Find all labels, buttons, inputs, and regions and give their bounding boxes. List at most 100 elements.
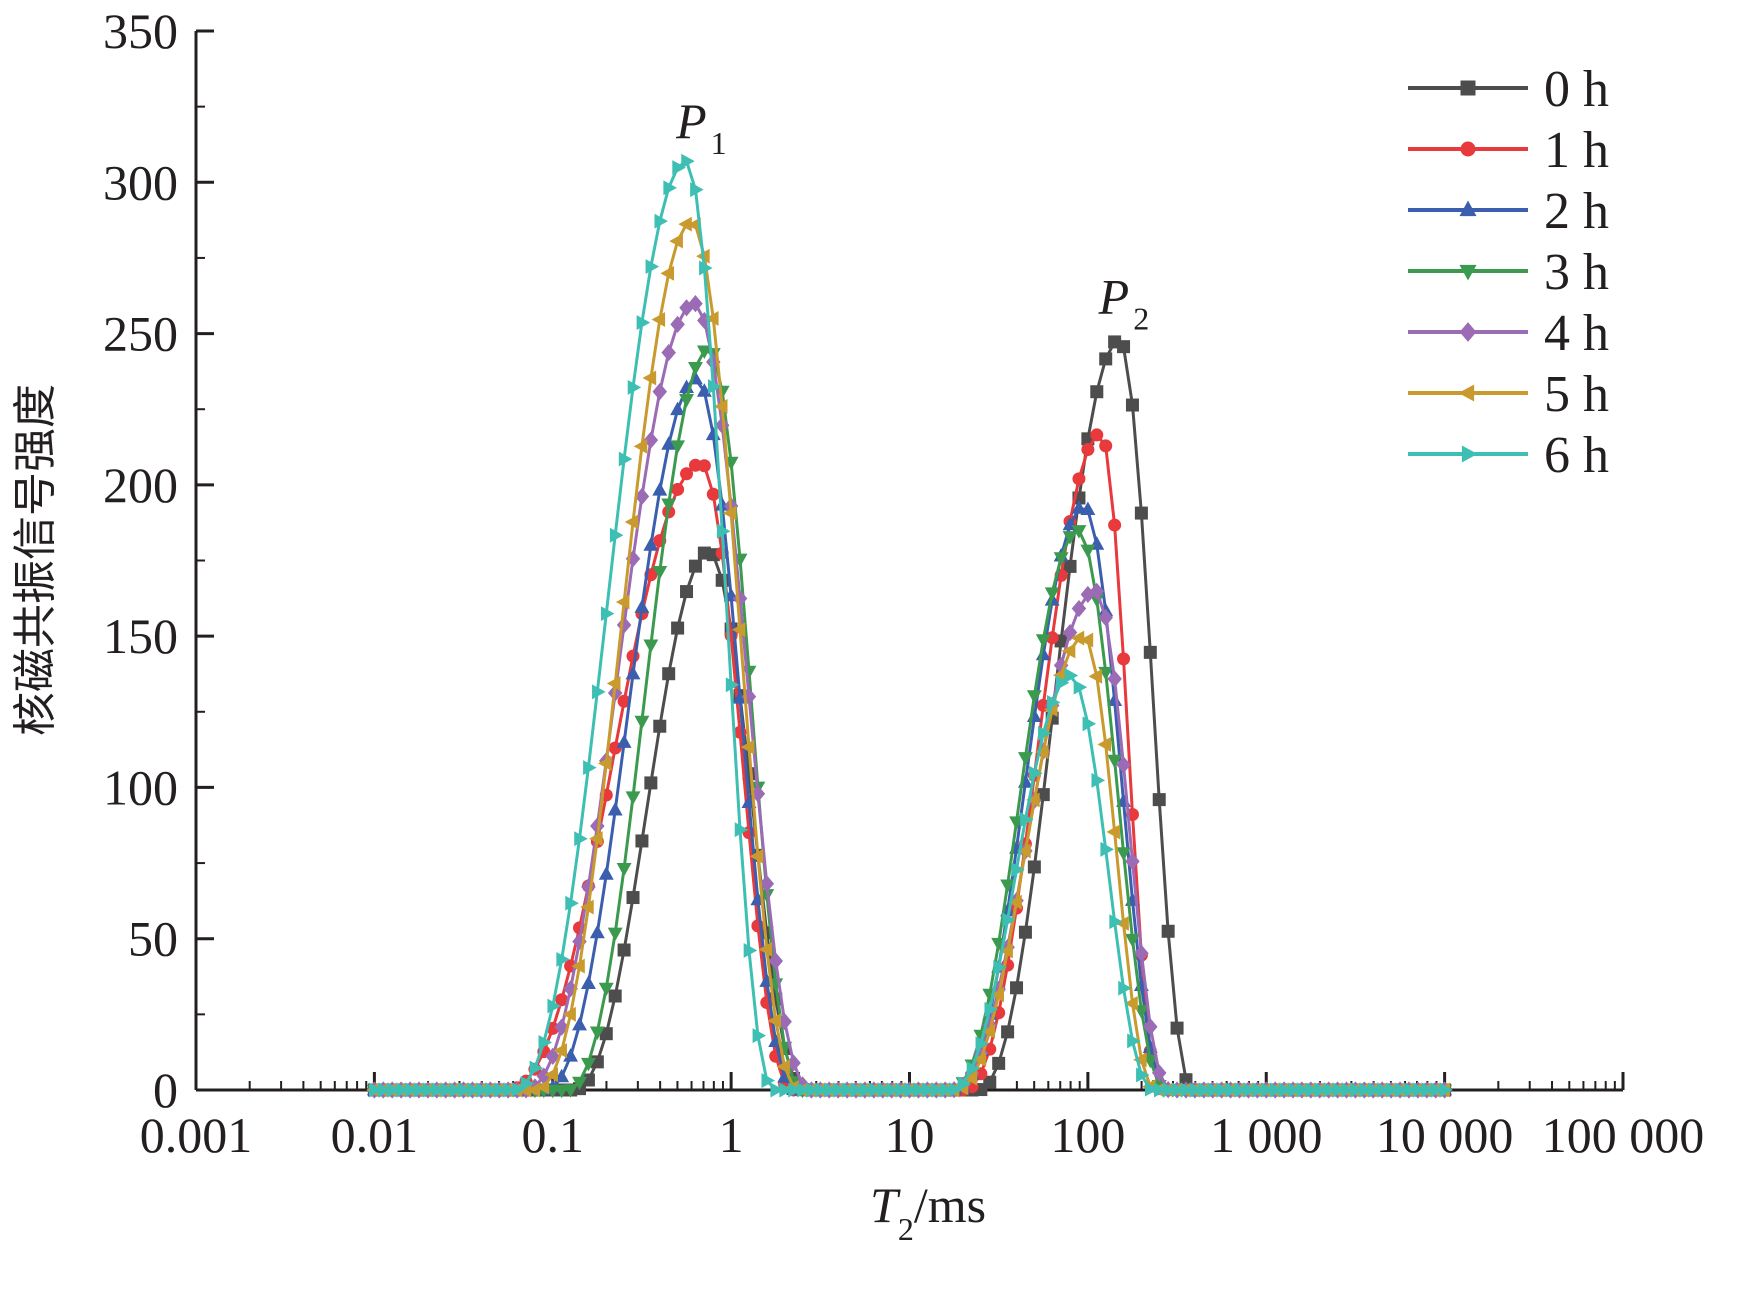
data-point <box>1107 670 1122 688</box>
peak-label-main: P <box>1098 268 1130 324</box>
data-point <box>1035 646 1051 661</box>
data-point <box>545 1084 561 1099</box>
data-point <box>758 942 773 957</box>
data-point <box>1073 679 1088 695</box>
data-point <box>725 677 740 693</box>
data-point <box>660 265 674 281</box>
data-point <box>1151 1064 1167 1082</box>
data-point <box>652 565 668 580</box>
series-1h <box>367 428 1452 1097</box>
y-tick-label: 100 <box>103 759 178 815</box>
legend-item: 0 h <box>1408 61 1609 118</box>
data-point <box>598 982 614 997</box>
data-point <box>904 1082 918 1098</box>
data-point <box>1216 1082 1230 1098</box>
data-point <box>697 459 711 473</box>
data-point <box>609 527 624 543</box>
data-point <box>1097 736 1112 752</box>
data-point <box>1109 914 1123 930</box>
data-point <box>616 616 632 634</box>
data-point <box>1171 1082 1186 1098</box>
data-point <box>1252 1082 1266 1098</box>
data-point <box>1011 862 1025 878</box>
data-point <box>1133 1005 1149 1019</box>
data-point <box>1296 1082 1311 1098</box>
y-tick-label: 200 <box>103 457 178 513</box>
data-point <box>868 1082 883 1098</box>
data-point <box>714 416 730 434</box>
data-point <box>1162 1082 1177 1098</box>
legend-marker <box>1459 322 1477 342</box>
data-point <box>981 1023 996 1039</box>
data-point <box>670 315 685 333</box>
data-point <box>752 1028 767 1044</box>
series-6h <box>369 153 1453 1098</box>
data-point <box>616 862 632 877</box>
legend: 0 h1 h2 h3 h4 h5 h6 h <box>1408 61 1609 484</box>
peak-annotations: P 1P 2 <box>675 93 1149 336</box>
data-point <box>563 1084 579 1098</box>
data-point <box>776 1059 790 1075</box>
data-point <box>713 399 728 414</box>
data-point <box>1026 690 1042 704</box>
data-point <box>1225 1082 1239 1098</box>
series-0h <box>367 335 1452 1097</box>
data-point <box>732 589 748 608</box>
data-point <box>1260 1082 1275 1098</box>
data-point <box>633 438 648 454</box>
data-point <box>1189 1082 1204 1098</box>
y-tick-label: 150 <box>103 608 178 664</box>
data-point <box>643 537 659 551</box>
data-point <box>731 622 746 638</box>
data-point <box>574 831 588 847</box>
series-layer <box>366 153 1453 1099</box>
data-point <box>1115 915 1129 931</box>
data-point <box>618 451 633 467</box>
data-point <box>859 1082 874 1098</box>
y-tick-label: 0 <box>153 1062 178 1118</box>
data-point <box>572 1016 587 1031</box>
legend-item: 5 h <box>1408 366 1609 423</box>
data-point <box>1088 668 1103 684</box>
data-point <box>1145 1081 1159 1097</box>
data-point <box>939 1082 954 1098</box>
data-point <box>369 1082 383 1098</box>
data-point <box>565 895 579 911</box>
data-point <box>669 233 683 249</box>
legend-item: 4 h <box>1408 305 1609 362</box>
x-tick-label: 0.01 <box>331 1107 419 1163</box>
data-point <box>1035 634 1051 648</box>
data-point <box>554 1068 570 1083</box>
data-point <box>608 989 622 1003</box>
data-point <box>706 487 720 501</box>
data-point <box>554 1084 570 1099</box>
series-2h <box>366 370 1453 1096</box>
data-point <box>1207 1082 1221 1098</box>
data-point <box>1035 744 1049 760</box>
data-point <box>699 260 713 276</box>
data-point <box>636 315 651 331</box>
data-point <box>1044 587 1060 601</box>
data-point <box>615 594 630 610</box>
data-point <box>624 514 639 530</box>
data-point <box>1009 816 1024 830</box>
data-point <box>1098 609 1113 627</box>
data-point <box>1116 847 1131 861</box>
data-point <box>607 927 623 942</box>
data-point <box>404 1082 419 1098</box>
legend-marker <box>1459 264 1477 281</box>
data-point <box>1001 1025 1015 1039</box>
data-point <box>1000 879 1016 893</box>
data-point <box>913 1082 927 1098</box>
y-tick-label: 250 <box>103 306 178 362</box>
data-point <box>1125 933 1140 948</box>
data-point <box>1198 1082 1213 1098</box>
data-point <box>440 1082 454 1098</box>
svg-text:T2/ms: T2/ms <box>870 1177 986 1247</box>
data-point <box>797 1082 811 1098</box>
data-point <box>671 482 685 496</box>
data-point <box>1062 531 1078 545</box>
data-point <box>511 1082 526 1098</box>
series-3h <box>366 345 1453 1099</box>
